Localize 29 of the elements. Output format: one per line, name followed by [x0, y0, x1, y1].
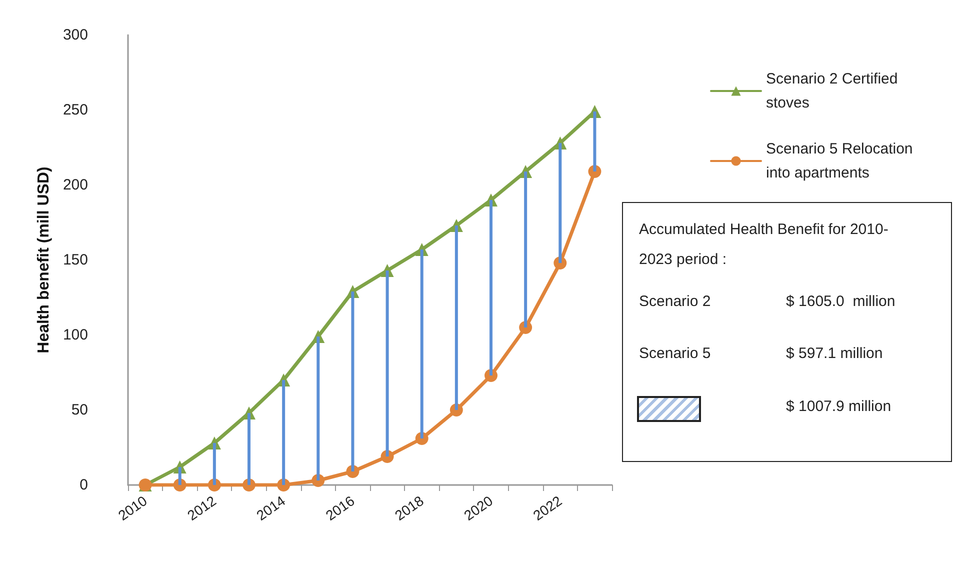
- bar: [454, 226, 458, 410]
- y-axis-title: Health benefit (mill USD): [36, 166, 53, 354]
- bar: [524, 172, 528, 328]
- bar: [178, 467, 182, 485]
- text: $ 1605.0 million: [786, 293, 896, 310]
- text: Accumulated Health Benefit for 2010-2023 period :: [639, 220, 890, 270]
- y-tick-label: 100: [62, 326, 88, 344]
- bar: [248, 413, 250, 485]
- text: Scenario 5: [639, 345, 711, 362]
- y-tick-label: 250: [62, 102, 88, 118]
- bar: [593, 112, 596, 172]
- text: Scenario 2: [639, 293, 711, 310]
- bar: [490, 200, 492, 376]
- y-tick-label: 200: [62, 176, 88, 194]
- bar: [351, 292, 354, 472]
- bar: [316, 336, 320, 480]
- legend-label: Scenario 2 Certified stoves: [766, 70, 902, 112]
- y-tick-label: 50: [71, 402, 88, 418]
- text: $ 1007.9 million: [786, 398, 892, 415]
- legend-label: Scenario 5 Relocation into apartments: [766, 140, 917, 182]
- bar: [558, 143, 562, 263]
- y-tick-label: 300: [62, 26, 88, 44]
- y-tick-label: 150: [62, 252, 88, 268]
- bar: [282, 380, 286, 485]
- text: $ 597.1 million: [786, 345, 883, 362]
- bar: [212, 443, 216, 485]
- bar: [386, 270, 389, 456]
- y-tick-label: 0: [80, 476, 88, 494]
- bar: [420, 250, 424, 438]
